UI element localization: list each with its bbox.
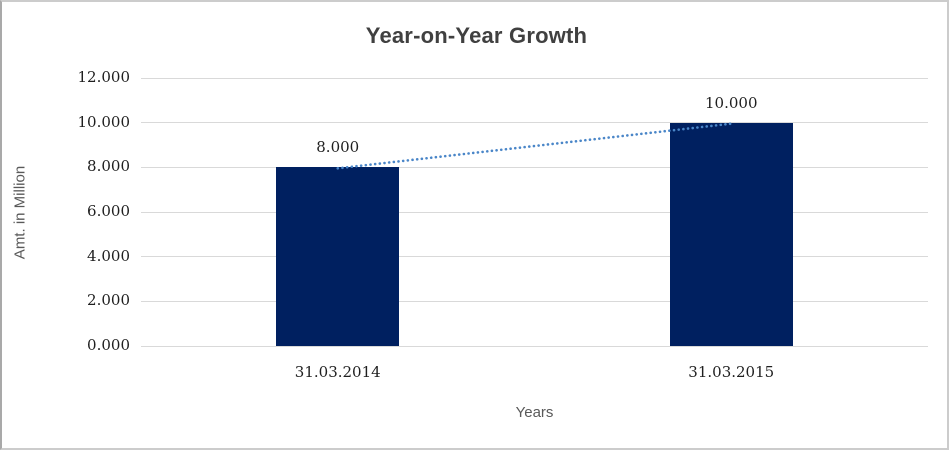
data-label: 8.000 <box>316 138 360 157</box>
gridline <box>141 256 928 258</box>
y-tick-label: 4.000 <box>87 246 130 265</box>
data-label: 10.000 <box>705 93 758 112</box>
y-tick-label: 0.000 <box>87 336 130 354</box>
x-tick-label: 31.03.2015 <box>688 363 775 381</box>
gridline <box>141 300 928 302</box>
gridline <box>141 166 928 168</box>
bar <box>669 122 793 346</box>
chart-title: Year-on-Year Growth <box>365 23 588 48</box>
y-tick-label: 12.000 <box>77 68 131 86</box>
y-tick-label: 8.000 <box>87 157 130 176</box>
bar <box>276 167 400 346</box>
x-tick-label: 31.03.2014 <box>294 363 381 381</box>
gridline <box>141 211 928 213</box>
y-tick-label: 2.000 <box>87 291 130 310</box>
x-axis-title: Years <box>515 404 554 421</box>
gridline <box>141 122 928 124</box>
gridline <box>141 77 928 79</box>
y-tick-label: 6.000 <box>87 202 130 220</box>
y-tick-label: 10.000 <box>77 112 131 131</box>
gridline <box>141 345 928 347</box>
